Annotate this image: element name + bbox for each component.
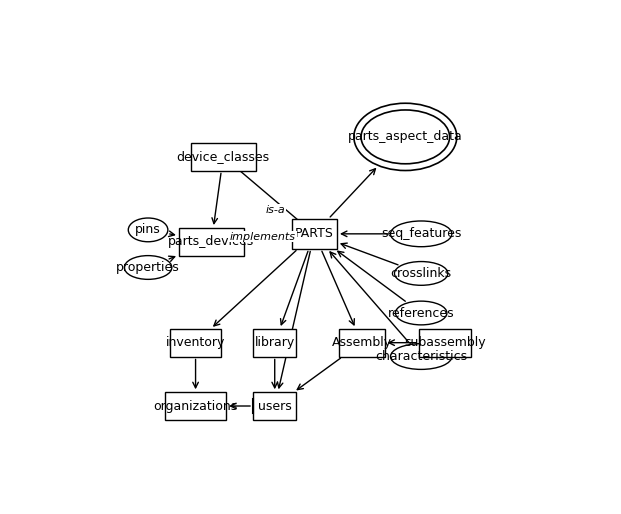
Ellipse shape bbox=[361, 110, 450, 164]
Text: seq_features: seq_features bbox=[381, 227, 461, 241]
Text: Assembly: Assembly bbox=[332, 336, 392, 349]
Text: organizations: organizations bbox=[153, 399, 238, 413]
Text: references: references bbox=[388, 306, 455, 320]
Bar bbox=[165, 392, 226, 420]
Text: subassembly: subassembly bbox=[404, 336, 486, 349]
Bar bbox=[339, 329, 384, 357]
Text: users: users bbox=[258, 399, 292, 413]
Bar bbox=[170, 329, 221, 357]
Text: parts_devices: parts_devices bbox=[168, 235, 255, 248]
Text: implements: implements bbox=[230, 232, 296, 242]
Text: pins: pins bbox=[135, 224, 161, 236]
Text: characteristics: characteristics bbox=[375, 350, 467, 363]
Bar bbox=[179, 228, 244, 255]
Text: is-a: is-a bbox=[266, 205, 286, 215]
Text: properties: properties bbox=[116, 261, 180, 274]
Text: library: library bbox=[255, 336, 295, 349]
Ellipse shape bbox=[396, 301, 447, 325]
Ellipse shape bbox=[124, 255, 172, 280]
Bar bbox=[291, 219, 337, 249]
Ellipse shape bbox=[391, 221, 452, 247]
Text: parts_aspect_data: parts_aspect_data bbox=[348, 131, 463, 143]
Bar bbox=[253, 392, 296, 420]
Ellipse shape bbox=[391, 344, 452, 370]
Text: crosslinks: crosslinks bbox=[391, 267, 451, 280]
Bar bbox=[191, 143, 256, 171]
Bar bbox=[253, 329, 296, 357]
Text: PARTS: PARTS bbox=[295, 227, 333, 241]
Ellipse shape bbox=[394, 262, 448, 285]
Bar bbox=[419, 329, 471, 357]
Text: inventory: inventory bbox=[166, 336, 225, 349]
Ellipse shape bbox=[129, 218, 168, 242]
Text: device_classes: device_classes bbox=[177, 150, 270, 163]
Ellipse shape bbox=[354, 103, 457, 171]
